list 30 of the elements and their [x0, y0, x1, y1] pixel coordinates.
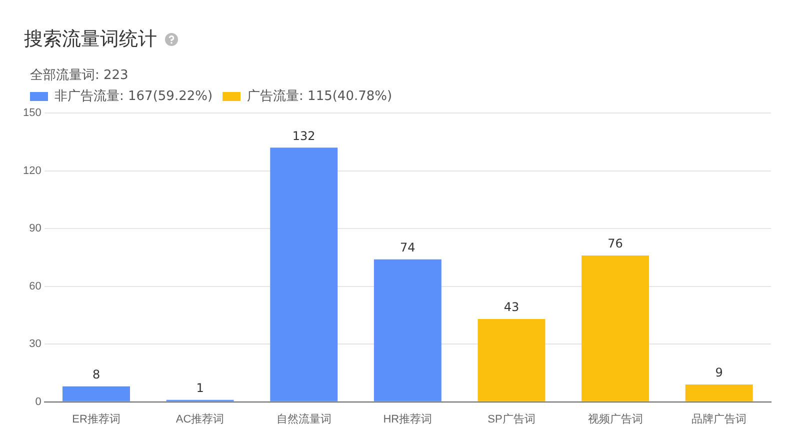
bar: [374, 259, 442, 402]
data-label: 132: [292, 128, 316, 143]
data-label: 74: [400, 240, 416, 254]
y-tick-label: 120: [22, 164, 42, 177]
y-tick-label: 90: [29, 222, 42, 235]
data-label: 9: [715, 366, 723, 380]
legend-label: 广告流量: 115(40.78%): [247, 88, 392, 104]
x-tick-label: HR推荐词: [383, 412, 432, 426]
y-tick-label: 150: [22, 107, 42, 120]
x-tick-label: AC推荐词: [176, 412, 224, 426]
bar: [270, 148, 338, 402]
x-tick-label: ER推荐词: [72, 412, 120, 426]
legend-label: 非广告流量: 167(59.22%): [54, 88, 213, 104]
data-label: 1: [196, 381, 204, 395]
data-label: 8: [92, 368, 100, 382]
bar: [685, 384, 753, 402]
x-tick-label: 自然流量词: [276, 412, 332, 426]
chart-title: 搜索流量词统计: [24, 27, 157, 52]
y-tick-label: 30: [29, 338, 42, 350]
data-label: 43: [504, 300, 520, 314]
x-tick-label: SP广告词: [488, 412, 536, 426]
x-tick-label: 品牌广告词: [692, 412, 747, 426]
bar: [582, 255, 650, 402]
y-tick-label: 0: [35, 396, 42, 408]
x-tick-label: 视频广告词: [588, 412, 643, 426]
chart-subtitle: 全部流量词: 223: [30, 67, 128, 84]
bar: [478, 319, 546, 402]
y-tick-label: 60: [29, 280, 42, 292]
bar: [62, 386, 130, 402]
data-label: 76: [608, 236, 623, 251]
